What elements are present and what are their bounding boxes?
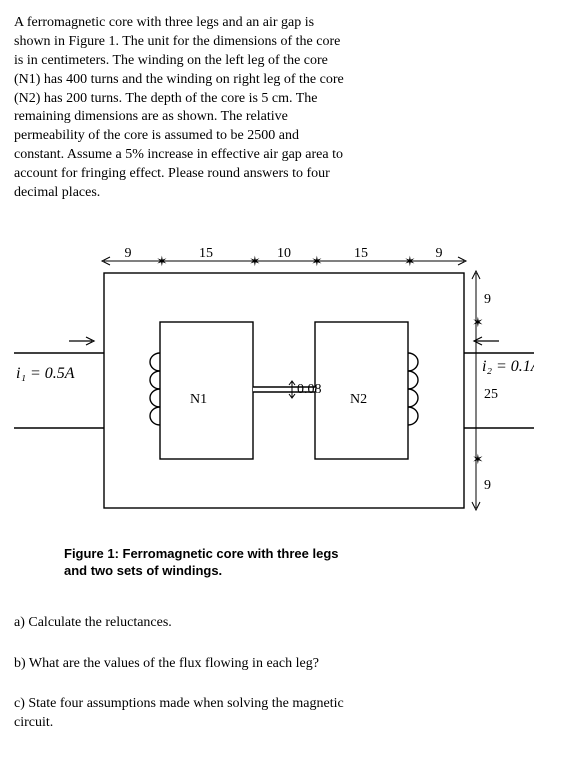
right-dimension-line xyxy=(472,271,480,510)
n1-label: N1 xyxy=(190,392,207,407)
question-b: b) What are the values of the flux flowi… xyxy=(14,655,354,674)
i1-label: i₁ = 0.5A xyxy=(16,365,75,382)
dim-top-c: 10 xyxy=(277,246,291,261)
dim-top-a: 9 xyxy=(125,246,132,261)
figure-1: 0.08 N1 N2 i₁ = 0.5A i₂ = 0.1A xyxy=(14,243,534,580)
figure-caption: Figure 1: Ferromagnetic core with three … xyxy=(64,546,364,580)
i2-arrow xyxy=(474,337,499,345)
svg-text:✶: ✶ xyxy=(156,255,168,270)
dim-top-d: 15 xyxy=(354,246,368,261)
n2-label: N2 xyxy=(350,392,367,407)
svg-text:✶: ✶ xyxy=(472,316,484,331)
problem-statement: A ferromagnetic core with three legs and… xyxy=(14,14,344,203)
caption-cont: and two sets of windings. xyxy=(64,563,222,578)
i2-label: i₂ = 0.1A xyxy=(482,358,534,375)
gap-dim: 0.08 xyxy=(297,382,322,397)
questions: a) Calculate the reluctances. b) What ar… xyxy=(14,614,354,734)
dim-right-bot: 9 xyxy=(484,478,491,493)
dim-top-b: 15 xyxy=(199,246,213,261)
svg-text:✶: ✶ xyxy=(472,453,484,468)
core-diagram: 0.08 N1 N2 i₁ = 0.5A i₂ = 0.1A xyxy=(14,243,534,523)
svg-text:✶: ✶ xyxy=(311,255,323,270)
svg-text:✶: ✶ xyxy=(404,255,416,270)
dim-right-top: 9 xyxy=(484,292,491,307)
i1-arrow xyxy=(69,337,94,345)
dim-right-mid: 25 xyxy=(484,387,498,402)
dim-top-e: 9 xyxy=(436,246,443,261)
question-c: c) State four assumptions made when solv… xyxy=(14,695,354,733)
caption-bold: Figure 1: Ferromagnetic core with three … xyxy=(64,546,339,561)
svg-text:✶: ✶ xyxy=(249,255,261,270)
question-a: a) Calculate the reluctances. xyxy=(14,614,354,633)
